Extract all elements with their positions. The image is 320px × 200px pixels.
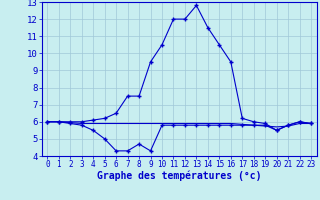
X-axis label: Graphe des températures (°c): Graphe des températures (°c) — [97, 171, 261, 181]
